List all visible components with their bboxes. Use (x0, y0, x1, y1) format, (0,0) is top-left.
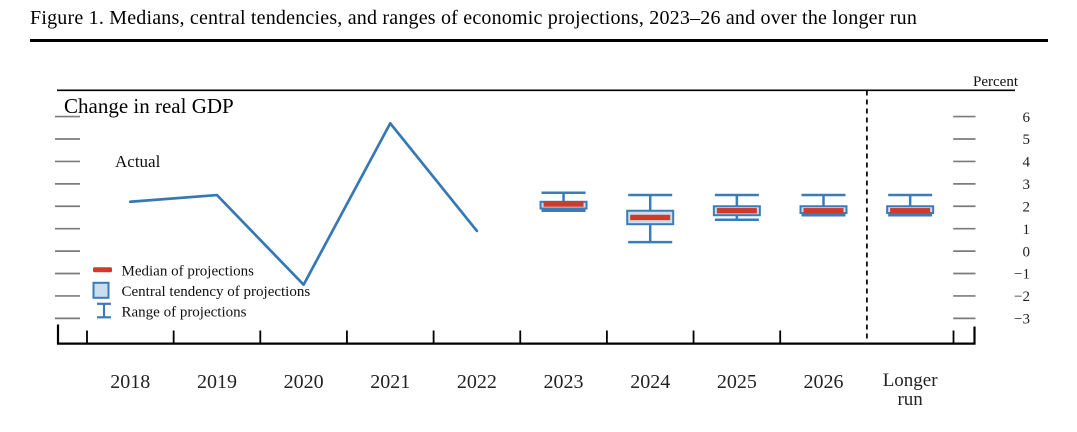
y-tick-label: −2 (1014, 289, 1030, 305)
legend-label-median: Median of projections (122, 264, 255, 280)
x-label-2023: 2023 (544, 371, 584, 393)
median-bar-2026 (803, 208, 844, 214)
x-label-2026: 2026 (804, 371, 844, 393)
legend-range-icon (97, 302, 111, 319)
median-bar-longer-run (890, 208, 931, 214)
y-tick-label: 0 (1023, 244, 1031, 260)
median-bar-2024 (630, 214, 671, 221)
x-label-2019: 2019 (197, 371, 237, 393)
actual-gdp-line (128, 121, 479, 287)
x-label-2021: 2021 (370, 371, 410, 393)
x-label-2018: 2018 (110, 371, 150, 393)
x-label-2022: 2022 (457, 371, 497, 393)
median-bar-2023 (543, 201, 584, 207)
y-tick-label: 5 (1023, 132, 1031, 148)
y-tick-label: 6 (1023, 110, 1031, 126)
y-tick-label: 1 (1023, 222, 1031, 238)
y-tick-label: 3 (1023, 177, 1031, 193)
x-label-2024: 2024 (630, 371, 670, 393)
x-label-2025: 2025 (717, 371, 757, 393)
x-label-2020: 2020 (284, 371, 324, 393)
panel-title: Change in real GDP (64, 94, 234, 118)
legend-label-range: Range of projections (122, 304, 247, 320)
y-tick-label: 4 (1023, 155, 1031, 171)
figure-title: Figure 1. Medians, central tendencies, a… (30, 7, 918, 29)
y-tick-label: −1 (1014, 267, 1030, 283)
y-axis-unit-label: Percent (973, 74, 1019, 90)
x-label-longer-run: Longer run (883, 370, 939, 410)
legend-label-central-tendency: Central tendency of projections (122, 284, 311, 300)
legend-median-icon (93, 267, 112, 273)
y-tick-label: −3 (1014, 312, 1030, 328)
y-tick-label: 2 (1023, 199, 1031, 215)
actual-line-label: Actual (115, 152, 161, 171)
title-rule (30, 39, 1048, 42)
median-bar-2025 (716, 208, 757, 214)
legend-central-tendency-icon (92, 281, 110, 299)
